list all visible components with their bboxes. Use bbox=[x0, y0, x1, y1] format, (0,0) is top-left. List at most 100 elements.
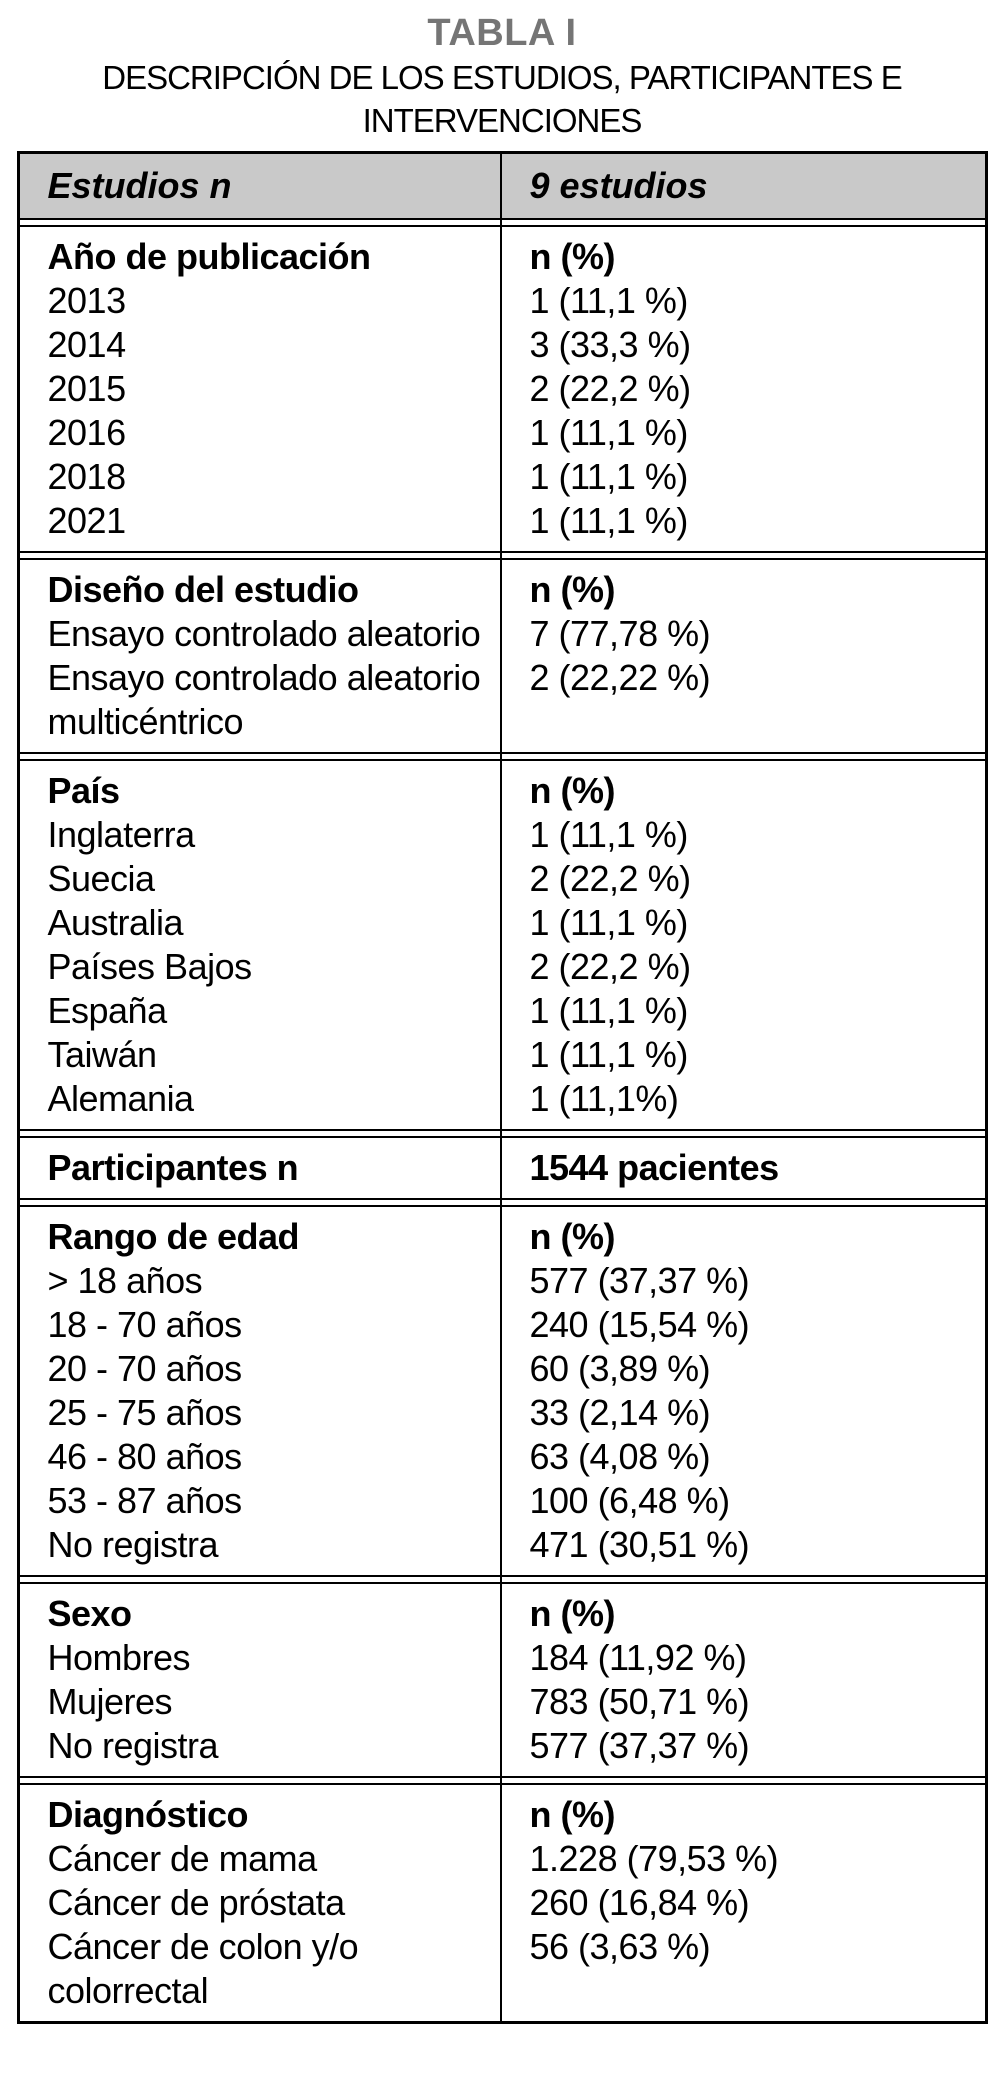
section-item: 2021 bbox=[47, 500, 127, 541]
section-value-cell: n (%) 1 (11,1 %) 2 (22,2 %) 1 (11,1 %) 2… bbox=[500, 761, 985, 1129]
section-row-country: País Inglaterra Suecia Australia Países … bbox=[20, 761, 985, 1129]
section-label-cell: Diseño del estudio Ensayo controlado ale… bbox=[20, 560, 500, 752]
value-item: 33 (2,14 %) bbox=[529, 1392, 711, 1433]
value-item: 2 (22,2 %) bbox=[529, 858, 692, 899]
section-row-participants: Participantes n 1544 pacientes bbox=[20, 1138, 985, 1198]
section-value-cell: n (%) 1.228 (79,53 %) 260 (16,84 %) 56 (… bbox=[500, 1785, 985, 2021]
section-label: Rango de edad bbox=[47, 1216, 300, 1257]
section-label-cell: Rango de edad > 18 años 18 - 70 años 20 … bbox=[20, 1207, 500, 1575]
value-item: 1 (11,1 %) bbox=[529, 280, 689, 321]
header-right-label: 9 estudios bbox=[529, 165, 708, 206]
section-item: 2016 bbox=[47, 412, 127, 453]
section-divider bbox=[19, 218, 985, 227]
section-item: Países Bajos bbox=[47, 946, 253, 987]
section-item: Alemania bbox=[47, 1078, 195, 1119]
section-label: País bbox=[47, 770, 121, 811]
section-label-cell: Sexo Hombres Mujeres No registra bbox=[20, 1584, 500, 1776]
section-item: 2018 bbox=[47, 456, 127, 497]
section-item: Hombres bbox=[47, 1637, 191, 1678]
value-item: 260 (16,84 %) bbox=[529, 1882, 750, 1923]
value-label: 1544 pacientes bbox=[529, 1147, 780, 1188]
section-item: 25 - 75 años bbox=[47, 1392, 243, 1433]
section-item: 53 - 87 años bbox=[47, 1480, 243, 1521]
header-left-cell: Estudios n bbox=[20, 165, 500, 207]
value-item: 2 (22,2 %) bbox=[529, 368, 692, 409]
value-label: n (%) bbox=[529, 236, 616, 277]
value-item: 3 (33,3 %) bbox=[529, 324, 692, 365]
section-item: 2013 bbox=[47, 280, 127, 321]
section-value-cell: n (%) 1 (11,1 %) 3 (33,3 %) 2 (22,2 %) 1… bbox=[500, 227, 985, 551]
section-divider bbox=[19, 1776, 985, 1785]
section-label: Sexo bbox=[47, 1593, 133, 1634]
section-item: > 18 años bbox=[47, 1260, 203, 1301]
table-header-row: Estudios n 9 estudios bbox=[19, 154, 985, 218]
section-divider bbox=[19, 1575, 985, 1584]
page-subtitle: DESCRIPCIÓN DE LOS ESTUDIOS, PARTICIPANT… bbox=[102, 59, 903, 139]
value-item: 2 (22,2 %) bbox=[529, 946, 692, 987]
section-item: 20 - 70 años bbox=[47, 1348, 243, 1389]
section-label: Año de publicación bbox=[47, 236, 372, 277]
value-item: 184 (11,92 %) bbox=[529, 1637, 747, 1678]
section-item: Cáncer de colon y/o colorrectal bbox=[47, 1926, 359, 2011]
section-label: Diagnóstico bbox=[47, 1794, 249, 1835]
section-item: 2014 bbox=[47, 324, 127, 365]
section-item: Australia bbox=[47, 902, 184, 943]
value-item: 2 (22,22 %) bbox=[529, 657, 711, 698]
section-item: Suecia bbox=[47, 858, 156, 899]
section-item: Cáncer de mama bbox=[47, 1838, 318, 1879]
value-item: 1 (11,1 %) bbox=[529, 456, 689, 497]
value-item: 1 (11,1 %) bbox=[529, 814, 689, 855]
section-item: Ensayo controlado aleatorio multicéntric… bbox=[47, 657, 481, 742]
section-item: Taiwán bbox=[47, 1034, 158, 1075]
section-divider bbox=[19, 1198, 985, 1207]
section-item: España bbox=[47, 990, 168, 1031]
value-label: n (%) bbox=[529, 569, 616, 610]
section-value-cell: n (%) 577 (37,37 %) 240 (15,54 %) 60 (3,… bbox=[500, 1207, 985, 1575]
section-item: Inglaterra bbox=[47, 814, 196, 855]
section-item: 18 - 70 años bbox=[47, 1304, 243, 1345]
section-label-cell: Participantes n bbox=[20, 1138, 500, 1198]
page-title: TABLA I bbox=[427, 12, 577, 54]
section-item: 2015 bbox=[47, 368, 127, 409]
value-item: 56 (3,63 %) bbox=[529, 1926, 711, 1967]
results-table: Estudios n 9 estudios Año de publicación… bbox=[16, 151, 988, 2024]
header-left-label: Estudios n bbox=[47, 165, 232, 206]
section-item: Mujeres bbox=[47, 1681, 173, 1722]
value-item: 240 (15,54 %) bbox=[529, 1304, 750, 1345]
section-row-publication-year: Año de publicación 2013 2014 2015 2016 2… bbox=[20, 227, 985, 551]
value-item: 1 (11,1 %) bbox=[529, 412, 689, 453]
value-item: 471 (30,51 %) bbox=[529, 1524, 750, 1565]
value-item: 100 (6,48 %) bbox=[529, 1480, 731, 1521]
section-label-cell: Año de publicación 2013 2014 2015 2016 2… bbox=[20, 227, 500, 551]
value-label: n (%) bbox=[529, 770, 616, 811]
value-item: 1 (11,1 %) bbox=[529, 990, 689, 1031]
section-divider bbox=[19, 752, 985, 761]
value-label: n (%) bbox=[529, 1593, 616, 1634]
section-label-cell: País Inglaterra Suecia Australia Países … bbox=[20, 761, 500, 1129]
section-row-diagnosis: Diagnóstico Cáncer de mama Cáncer de pró… bbox=[20, 1785, 985, 2021]
value-item: 1 (11,1 %) bbox=[529, 902, 689, 943]
column-divider bbox=[499, 154, 502, 2021]
value-item: 60 (3,89 %) bbox=[529, 1348, 711, 1389]
value-label: n (%) bbox=[529, 1216, 616, 1257]
section-item: Cáncer de próstata bbox=[47, 1882, 346, 1923]
section-label: Participantes n bbox=[47, 1147, 299, 1188]
value-item: 577 (37,37 %) bbox=[529, 1260, 750, 1301]
value-item: 1 (11,1 %) bbox=[529, 1034, 689, 1075]
section-value-cell: n (%) 184 (11,92 %) 783 (50,71 %) 577 (3… bbox=[500, 1584, 985, 1776]
section-item: No registra bbox=[47, 1725, 219, 1766]
section-item: No registra bbox=[47, 1524, 219, 1565]
section-label: Diseño del estudio bbox=[47, 569, 360, 610]
section-value-cell: n (%) 7 (77,78 %) 2 (22,22 %) bbox=[500, 560, 985, 752]
section-value-cell: 1544 pacientes bbox=[500, 1138, 985, 1198]
section-row-study-design: Diseño del estudio Ensayo controlado ale… bbox=[20, 560, 985, 752]
value-label: n (%) bbox=[529, 1794, 616, 1835]
section-row-sex: Sexo Hombres Mujeres No registra n (%) 1… bbox=[20, 1584, 985, 1776]
value-item: 63 (4,08 %) bbox=[529, 1436, 711, 1477]
value-item: 1 (11,1 %) bbox=[529, 500, 689, 541]
value-item: 783 (50,71 %) bbox=[529, 1681, 750, 1722]
section-item: 46 - 80 años bbox=[47, 1436, 243, 1477]
value-item: 1.228 (79,53 %) bbox=[529, 1838, 779, 1879]
section-divider bbox=[19, 551, 985, 560]
